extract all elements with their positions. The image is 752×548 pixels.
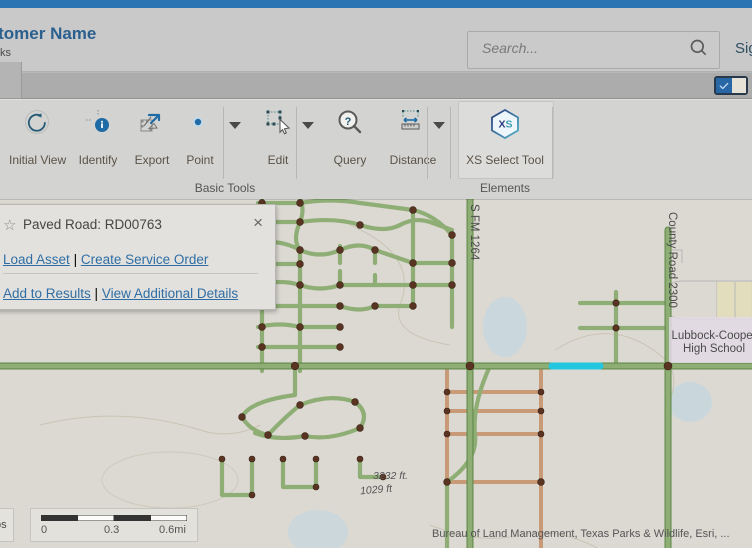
svg-text:?: ? [345, 116, 352, 128]
svg-text:XS: XS [498, 119, 512, 131]
